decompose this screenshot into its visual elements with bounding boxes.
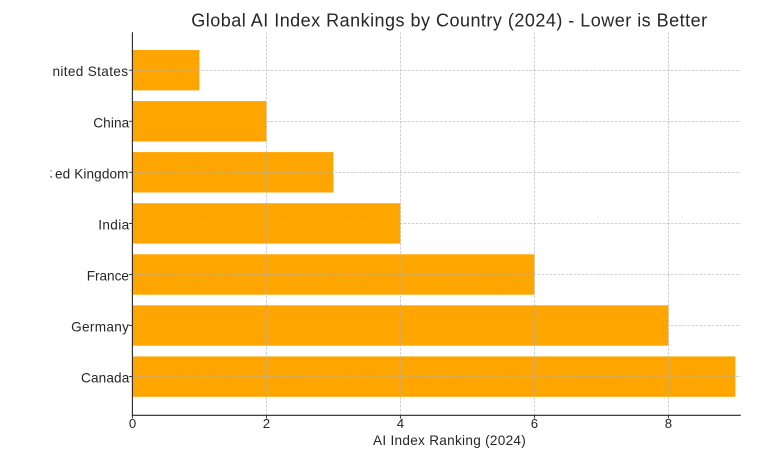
- svg-text:6: 6: [531, 416, 538, 431]
- svg-text:Canada: Canada: [81, 371, 130, 386]
- svg-text:Global AI Index Rankings by Co: Global AI Index Rankings by Country (202…: [191, 11, 707, 31]
- svg-text:4: 4: [397, 416, 404, 431]
- svg-text:India: India: [98, 217, 129, 232]
- svg-text:nited States: nited States: [53, 64, 129, 79]
- svg-text:2: 2: [263, 416, 270, 431]
- svg-text:Germany: Germany: [71, 320, 129, 335]
- svg-text:France: France: [87, 269, 129, 284]
- svg-text:AI Index Ranking (2024): AI Index Ranking (2024): [373, 433, 526, 448]
- svg-text:ed Kingdom: ed Kingdom: [55, 166, 129, 181]
- svg-text:China: China: [93, 115, 129, 130]
- svg-text:8: 8: [665, 416, 672, 431]
- svg-text:0: 0: [129, 416, 136, 431]
